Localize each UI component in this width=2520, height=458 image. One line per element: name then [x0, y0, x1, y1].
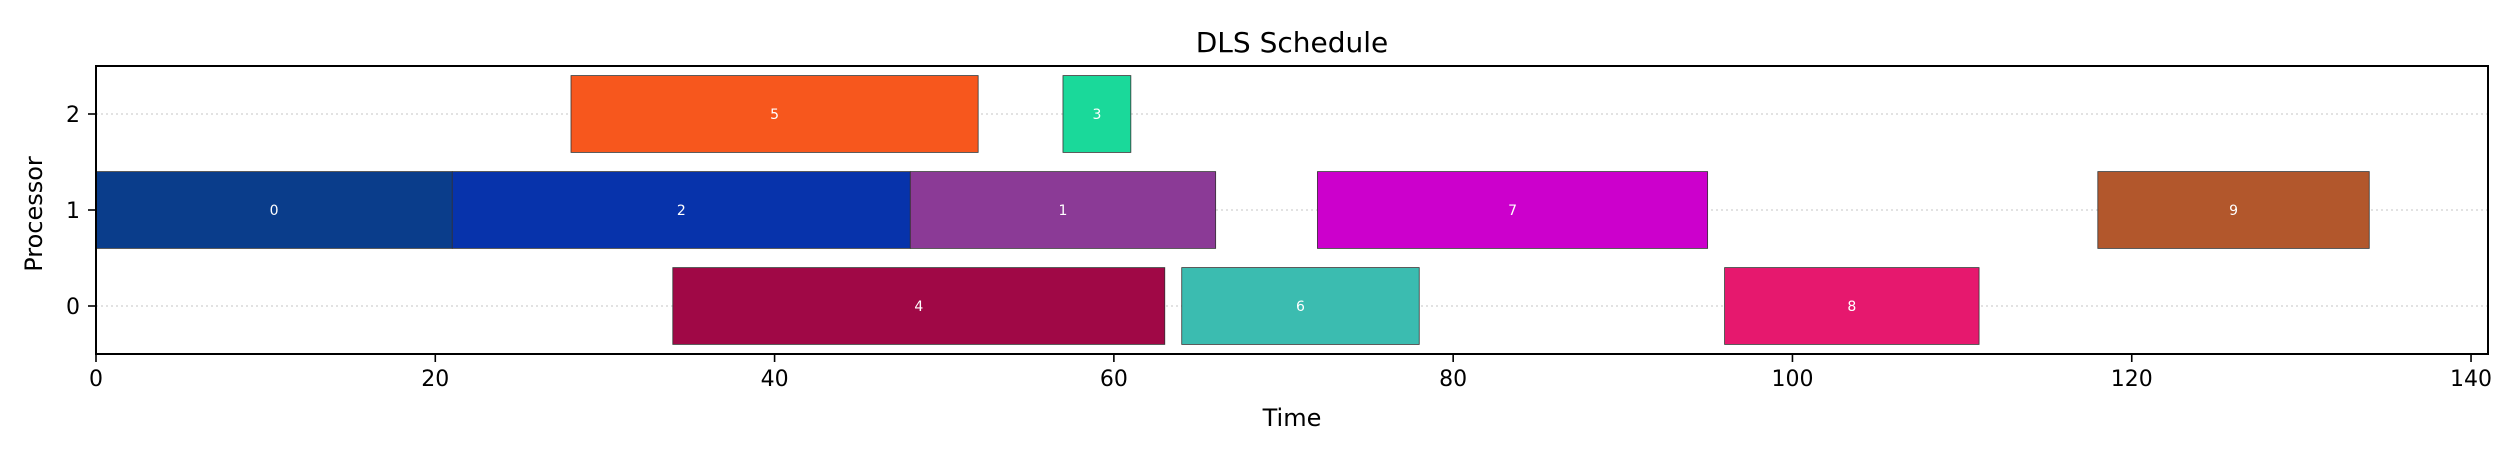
task-bar-0	[95, 171, 453, 249]
task-bar-1	[909, 171, 1217, 249]
task-label-5: 5	[770, 107, 779, 123]
task-labels: 0 2 1 7 9 5 3 4 6 8	[270, 107, 2238, 315]
y-tick-label-1: 1	[66, 199, 80, 224]
y-axis-label: Processor	[20, 156, 48, 272]
task-bar-4	[672, 267, 1166, 345]
x-tick-label-140: 140	[2450, 367, 2492, 392]
x-tick-label-20: 20	[421, 367, 449, 392]
task-bar-3	[1062, 75, 1132, 153]
x-tick-label-100: 100	[1771, 367, 1813, 392]
task-label-2: 2	[677, 203, 686, 219]
task-label-3: 3	[1092, 107, 1101, 123]
y-tick-label-2: 2	[66, 103, 80, 128]
y-axis-ticks: 0 1 2	[66, 103, 96, 320]
x-tick-label-60: 60	[1100, 367, 1128, 392]
chart-title: DLS Schedule	[1196, 26, 1389, 59]
task-bars	[95, 75, 2370, 345]
task-label-8: 8	[1847, 299, 1856, 315]
task-bar-7	[1317, 171, 1709, 249]
task-label-6: 6	[1296, 299, 1305, 315]
task-label-1: 1	[1059, 203, 1068, 219]
y-tick-label-0: 0	[66, 295, 80, 320]
x-tick-label-120: 120	[2111, 367, 2153, 392]
task-label-0: 0	[270, 203, 279, 219]
task-bar-6	[1181, 267, 1420, 345]
task-bar-8	[1724, 267, 1980, 345]
x-tick-label-40: 40	[761, 367, 789, 392]
task-label-9: 9	[2229, 203, 2238, 219]
task-bar-2	[451, 171, 911, 249]
x-tick-label-0: 0	[89, 367, 103, 392]
task-bar-5	[570, 75, 979, 153]
task-label-7: 7	[1508, 203, 1517, 219]
task-label-4: 4	[914, 299, 923, 315]
x-axis-ticks: 0 20 40 60 80 100 120 140	[89, 354, 2492, 392]
task-bar-9	[2097, 171, 2370, 249]
x-tick-label-80: 80	[1439, 367, 1467, 392]
x-axis-label: Time	[1262, 404, 1322, 432]
